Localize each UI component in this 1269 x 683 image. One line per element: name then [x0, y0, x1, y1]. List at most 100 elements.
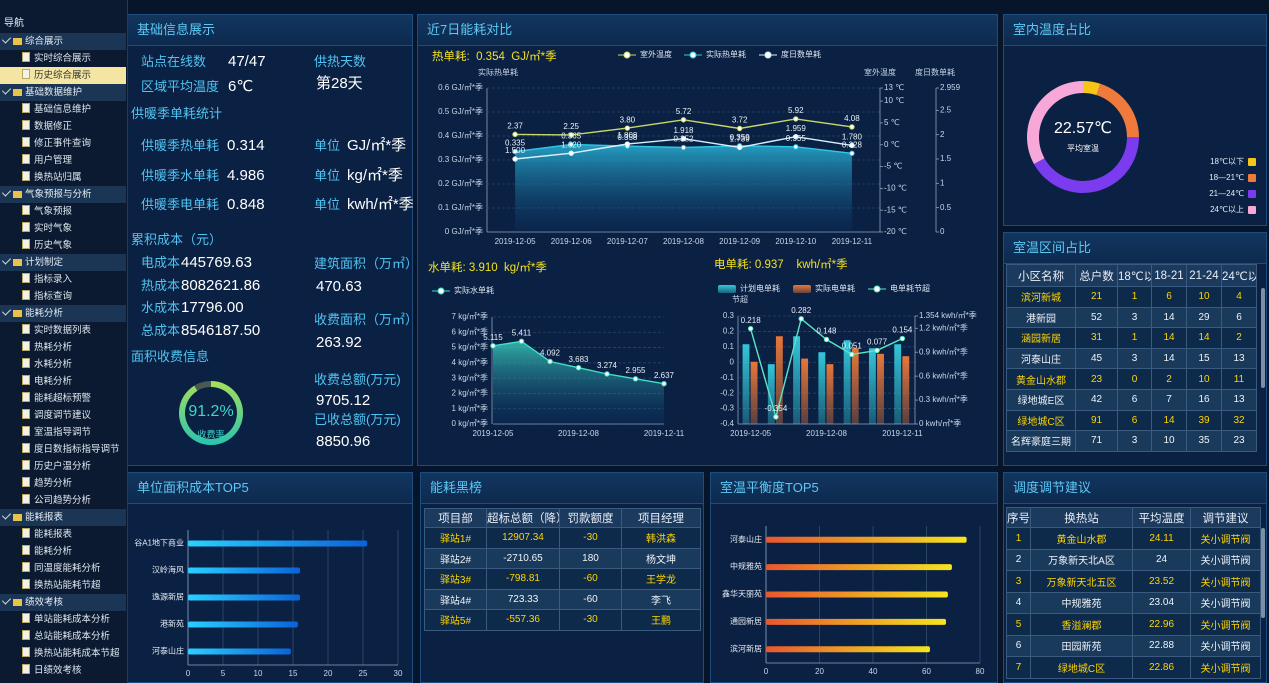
- nav-item[interactable]: 换热站能耗节超: [0, 577, 126, 594]
- value: 470.63: [316, 278, 362, 295]
- panel-title: 室温平衡度TOP5: [711, 473, 997, 504]
- cell: 180: [559, 547, 622, 569]
- header-cell: 21-24: [1186, 264, 1222, 287]
- cell: 3: [1117, 306, 1152, 329]
- nav-group[interactable]: 计划制定: [0, 254, 126, 271]
- nav-item[interactable]: 历史户温分析: [0, 458, 126, 475]
- panel-title: 室温区间占比: [1004, 233, 1266, 264]
- file-icon: [22, 375, 30, 385]
- nav-item-label: 实时综合展示: [34, 53, 92, 64]
- cell: 39: [1186, 409, 1222, 432]
- nav-item[interactable]: 室温指导调节: [0, 424, 126, 441]
- panel: 单位面积成本TOP5: [127, 472, 413, 683]
- label: 单位: [314, 197, 341, 212]
- nav-item-label: 调度调节建议: [34, 410, 92, 421]
- nav-item-label: 换热站归属: [34, 172, 82, 183]
- file-icon: [22, 137, 30, 147]
- nav-item[interactable]: 实时综合展示: [0, 50, 126, 67]
- cell: 1: [1117, 286, 1152, 308]
- nav-item-label: 指标录入: [34, 274, 73, 285]
- cell: 涵园新居: [1006, 327, 1076, 349]
- nav-group[interactable]: 气象预报与分析: [0, 186, 126, 203]
- file-icon: [22, 239, 30, 249]
- panel-title: 能耗黑榜: [421, 473, 703, 504]
- label: 单位: [314, 167, 341, 183]
- nav-item[interactable]: 总站能耗成本分析: [0, 628, 126, 645]
- cell: 关小调节阀: [1190, 656, 1261, 679]
- nav-item-label: 单站能耗成本分析: [34, 614, 111, 625]
- nav-group[interactable]: 能耗报表: [0, 509, 126, 526]
- row: 5 香溢澜郡 22.96 关小调节阀: [1006, 613, 1261, 636]
- cell: 2: [1006, 548, 1031, 571]
- nav-item-label: 日绩效考核: [34, 665, 82, 676]
- cell: -60: [559, 588, 622, 610]
- nav-item[interactable]: 换热站能耗成本节超: [0, 645, 126, 662]
- nav-item[interactable]: 度日数指标指导调节: [0, 441, 126, 458]
- row: 2 万象新天北A区 24 关小调节阀: [1006, 548, 1261, 571]
- nav-item[interactable]: 电耗分析: [0, 373, 126, 390]
- nav-item[interactable]: 数据修正: [0, 118, 126, 135]
- nav-item[interactable]: 历史综合展示: [0, 67, 126, 84]
- unit: kg/㎡*季: [347, 166, 403, 184]
- label: 总成本: [141, 322, 181, 338]
- cell: 13: [1221, 347, 1257, 370]
- header-row: 序号 换热站 平均温度 调节建议: [1006, 507, 1261, 528]
- nav-item[interactable]: 热耗分析: [0, 339, 126, 356]
- nav-item[interactable]: 历史气象: [0, 237, 126, 254]
- nav-item[interactable]: 气象预报: [0, 203, 126, 220]
- nav-item[interactable]: 单站能耗成本分析: [0, 611, 126, 628]
- nav-item[interactable]: 用户管理: [0, 152, 126, 169]
- header-cell: 小区名称: [1006, 264, 1076, 287]
- nav-item[interactable]: 指标查询: [0, 288, 126, 305]
- nav-item[interactable]: 水耗分析: [0, 356, 126, 373]
- cell: 香溢澜郡: [1030, 613, 1133, 636]
- panel-title: 近7日能耗对比: [418, 15, 997, 46]
- row: 7 绿地城C区 22.86 关小调节阀: [1006, 656, 1261, 679]
- nav-item[interactable]: 基础信息维护: [0, 101, 126, 118]
- panel-title: 调度调节建议: [1004, 473, 1266, 504]
- cell: 723.33: [486, 588, 560, 610]
- cell: 田园新苑: [1030, 634, 1133, 657]
- cell: 2: [1221, 327, 1257, 349]
- header-cell: 调节建议: [1190, 507, 1261, 528]
- nav-group[interactable]: 综合展示: [0, 33, 126, 50]
- nav-item[interactable]: 能耗报表: [0, 526, 126, 543]
- label: 区域平均温度: [141, 79, 220, 94]
- nav-item[interactable]: 实时数据列表: [0, 322, 126, 339]
- label: 已收总额(万元): [314, 412, 401, 427]
- nav-item[interactable]: 日绩效考核: [0, 662, 126, 679]
- cell: 24.11: [1132, 527, 1191, 550]
- nav-item-label: 室温指导调节: [34, 427, 92, 438]
- file-icon: [22, 630, 30, 640]
- nav-item[interactable]: 指标录入: [0, 271, 126, 288]
- nav-item[interactable]: 公司趋势分析: [0, 492, 126, 509]
- value: 8850.96: [316, 433, 371, 450]
- cell: 杨文坤: [621, 547, 701, 569]
- value: 263.92: [316, 334, 362, 351]
- file-icon: [22, 613, 30, 623]
- value: 6℃: [228, 78, 254, 95]
- nav-group[interactable]: 基础数据维护: [0, 84, 126, 101]
- nav-item[interactable]: 能耗分析: [0, 543, 126, 560]
- nav-group[interactable]: 绩效考核: [0, 594, 126, 611]
- cell: 3: [1117, 347, 1152, 370]
- cell: 42: [1075, 388, 1118, 411]
- cell: 31: [1075, 327, 1118, 349]
- file-icon: [22, 120, 30, 130]
- nav-item[interactable]: 实时气象: [0, 220, 126, 237]
- nav-item[interactable]: 换热站归属: [0, 169, 126, 186]
- cell: 名辉豪庭三期: [1006, 430, 1076, 452]
- value: 9705.12: [316, 392, 371, 409]
- header-cell: 序号: [1006, 507, 1031, 528]
- cell: 驿站1#: [424, 527, 487, 549]
- cell: 14: [1151, 409, 1187, 432]
- nav-item[interactable]: 趋势分析: [0, 475, 126, 492]
- nav-group[interactable]: 能耗分析: [0, 305, 126, 322]
- nav-item[interactable]: 调度调节建议: [0, 407, 126, 424]
- file-icon: [22, 205, 30, 215]
- nav-item[interactable]: 同温度能耗分析: [0, 560, 126, 577]
- nav-item[interactable]: 修正事件查询: [0, 135, 126, 152]
- file-icon: [22, 69, 30, 79]
- nav-item[interactable]: 能耗超标预警: [0, 390, 126, 407]
- nav-item-label: 能耗报表: [34, 529, 73, 540]
